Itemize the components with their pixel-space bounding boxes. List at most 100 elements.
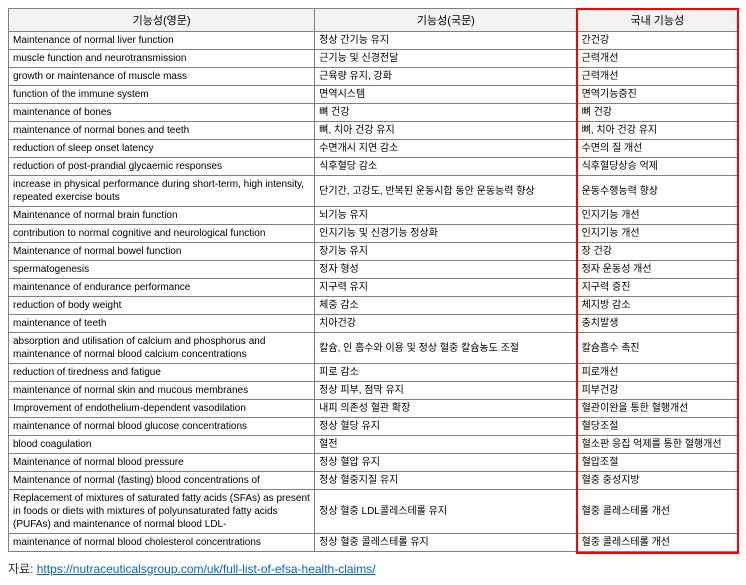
cell-korean: 지구력 유지 [315, 279, 577, 297]
cell-english: Maintenance of normal liver function [9, 32, 315, 50]
cell-korean: 근육량 유지, 강화 [315, 68, 577, 86]
cell-english: maintenance of normal skin and mucous me… [9, 382, 315, 400]
cell-english: Maintenance of normal blood pressure [9, 454, 315, 472]
cell-english: increase in physical performance during … [9, 176, 315, 207]
cell-english: maintenance of normal blood glucose conc… [9, 418, 315, 436]
cell-domestic: 체지방 감소 [577, 297, 737, 315]
cell-english: Maintenance of normal bowel function [9, 243, 315, 261]
cell-english: reduction of tiredness and fatigue [9, 364, 315, 382]
cell-domestic: 충치발생 [577, 315, 737, 333]
cell-korean: 수면개시 지연 감소 [315, 140, 577, 158]
cell-korean: 정상 피부, 점막 유지 [315, 382, 577, 400]
cell-korean: 인지기능 및 신경기능 정상화 [315, 225, 577, 243]
table-row: Maintenance of normal brain function뇌기능 … [9, 207, 738, 225]
cell-english: maintenance of normal bones and teeth [9, 122, 315, 140]
cell-korean: 치아건강 [315, 315, 577, 333]
cell-korean: 뇌기능 유지 [315, 207, 577, 225]
cell-korean: 면역시스템 [315, 86, 577, 104]
cell-korean: 근기능 및 신경전달 [315, 50, 577, 68]
table-row: blood coagulation혈전혈소판 응집 억제를 통한 혈행개선 [9, 436, 738, 454]
cell-korean: 뼈 건강 [315, 104, 577, 122]
cell-english: blood coagulation [9, 436, 315, 454]
cell-domestic: 혈소판 응집 억제를 통한 혈행개선 [577, 436, 737, 454]
cell-domestic: 혈당조절 [577, 418, 737, 436]
source-label: 자료: [8, 562, 37, 576]
cell-english: absorption and utilisation of calcium an… [9, 333, 315, 364]
table-row: contribution to normal cognitive and neu… [9, 225, 738, 243]
table-row: Maintenance of normal (fasting) blood co… [9, 472, 738, 490]
cell-domestic: 장 건강 [577, 243, 737, 261]
table-row: muscle function and neurotransmission근기능… [9, 50, 738, 68]
cell-domestic: 간건강 [577, 32, 737, 50]
table-row: maintenance of endurance performance지구력 … [9, 279, 738, 297]
cell-korean: 단기간, 고강도, 반복된 운동시합 동안 운동능력 향상 [315, 176, 577, 207]
table-row: reduction of sleep onset latency수면개시 지연 … [9, 140, 738, 158]
cell-domestic: 지구력 증진 [577, 279, 737, 297]
table-row: maintenance of normal blood cholesterol … [9, 534, 738, 552]
cell-english: maintenance of normal blood cholesterol … [9, 534, 315, 552]
cell-domestic: 칼슘흡수 촉진 [577, 333, 737, 364]
cell-english: maintenance of teeth [9, 315, 315, 333]
table-row: Maintenance of normal blood pressure정상 혈… [9, 454, 738, 472]
cell-korean: 정상 혈당 유지 [315, 418, 577, 436]
cell-domestic: 뼈 건강 [577, 104, 737, 122]
table-row: maintenance of normal blood glucose conc… [9, 418, 738, 436]
cell-domestic: 피로개선 [577, 364, 737, 382]
table-row: maintenance of bones뼈 건강뼈 건강 [9, 104, 738, 122]
cell-domestic: 혈중 콜레스테롤 개선 [577, 490, 737, 534]
table-row: absorption and utilisation of calcium an… [9, 333, 738, 364]
cell-english: function of the immune system [9, 86, 315, 104]
cell-english: Replacement of mixtures of saturated fat… [9, 490, 315, 534]
cell-domestic: 혈중 중성지방 [577, 472, 737, 490]
functionality-table: 기능성(영문) 기능성(국문) 국내 기능성 Maintenance of no… [8, 8, 738, 552]
table-row: reduction of tiredness and fatigue피로 감소피… [9, 364, 738, 382]
cell-domestic: 근력개선 [577, 50, 737, 68]
cell-domestic: 인지기능 개선 [577, 225, 737, 243]
table-row: Replacement of mixtures of saturated fat… [9, 490, 738, 534]
table-row: maintenance of normal bones and teeth 뼈, … [9, 122, 738, 140]
cell-korean: 정상 혈중 콜레스테롤 유지 [315, 534, 577, 552]
cell-english: growth or maintenance of muscle mass [9, 68, 315, 86]
cell-domestic: 혈중 콜레스테롤 개선 [577, 534, 737, 552]
table-row: Maintenance of normal bowel function장기능 … [9, 243, 738, 261]
source-link[interactable]: https://nutraceuticalsgroup.com/uk/full-… [37, 562, 376, 576]
cell-korean: 혈전 [315, 436, 577, 454]
table-row: increase in physical performance during … [9, 176, 738, 207]
cell-english: Maintenance of normal brain function [9, 207, 315, 225]
cell-domestic: 운동수행능력 향상 [577, 176, 737, 207]
cell-domestic: 면역기능증진 [577, 86, 737, 104]
cell-domestic: 혈관이완을 통한 혈행개선 [577, 400, 737, 418]
cell-korean: 정자 형성 [315, 261, 577, 279]
cell-domestic: 정자 운동성 개선 [577, 261, 737, 279]
table-row: maintenance of teeth치아건강충치발생 [9, 315, 738, 333]
header-col1: 기능성(영문) [9, 9, 315, 32]
table-row: maintenance of normal skin and mucous me… [9, 382, 738, 400]
cell-domestic: 뼈, 치아 건강 유지 [577, 122, 737, 140]
cell-korean: 정상 혈중지질 유지 [315, 472, 577, 490]
cell-domestic: 피부건강 [577, 382, 737, 400]
cell-english: maintenance of endurance performance [9, 279, 315, 297]
header-row: 기능성(영문) 기능성(국문) 국내 기능성 [9, 9, 738, 32]
table-row: reduction of body weight체중 감소체지방 감소 [9, 297, 738, 315]
cell-domestic: 수면의 질 개선 [577, 140, 737, 158]
cell-korean: 식후혈당 감소 [315, 158, 577, 176]
table-row: function of the immune system면역시스템면역기능증진 [9, 86, 738, 104]
table-row: reduction of post-prandial glycaemic res… [9, 158, 738, 176]
cell-domestic: 근력개선 [577, 68, 737, 86]
table-row: Improvement of endothelium-dependent vas… [9, 400, 738, 418]
cell-domestic: 혈압조절 [577, 454, 737, 472]
cell-korean: 장기능 유지 [315, 243, 577, 261]
cell-english: spermatogenesis [9, 261, 315, 279]
cell-korean: 정상 간기능 유지 [315, 32, 577, 50]
table-row: growth or maintenance of muscle mass근육량 … [9, 68, 738, 86]
cell-english: reduction of post-prandial glycaemic res… [9, 158, 315, 176]
source-citation: 자료: https://nutraceuticalsgroup.com/uk/f… [8, 560, 738, 577]
table-row: Maintenance of normal liver function정상 간… [9, 32, 738, 50]
cell-korean: 내피 의존성 혈관 확장 [315, 400, 577, 418]
cell-english: Maintenance of normal (fasting) blood co… [9, 472, 315, 490]
cell-english: reduction of sleep onset latency [9, 140, 315, 158]
header-col2: 기능성(국문) [315, 9, 577, 32]
cell-korean: 피로 감소 [315, 364, 577, 382]
table-row: spermatogenesis정자 형성정자 운동성 개선 [9, 261, 738, 279]
cell-korean: 칼슘, 인 흡수와 이용 및 정상 혈중 칼슘농도 조절 [315, 333, 577, 364]
